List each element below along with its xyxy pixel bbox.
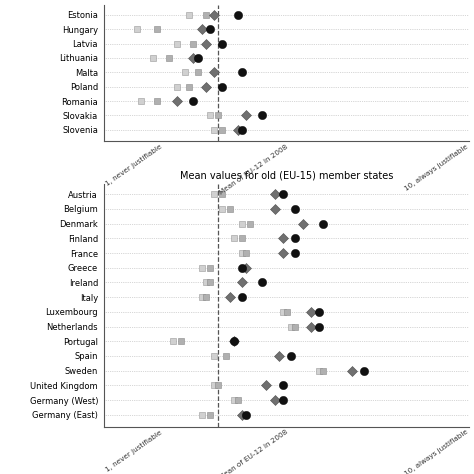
Text: 1, never justifiable: 1, never justifiable: [104, 429, 163, 473]
Text: Mean of EU-12 in 2008: Mean of EU-12 in 2008: [218, 429, 289, 474]
Text: 10, always justifiable: 10, always justifiable: [404, 429, 469, 474]
Text: 10, always justifiable: 10, always justifiable: [404, 144, 469, 192]
Text: Mean of EU-12 in 2008: Mean of EU-12 in 2008: [218, 144, 289, 196]
Title: Mean values for old (EU-15) member states: Mean values for old (EU-15) member state…: [180, 170, 393, 180]
Text: 1, never justifiable: 1, never justifiable: [104, 144, 163, 187]
